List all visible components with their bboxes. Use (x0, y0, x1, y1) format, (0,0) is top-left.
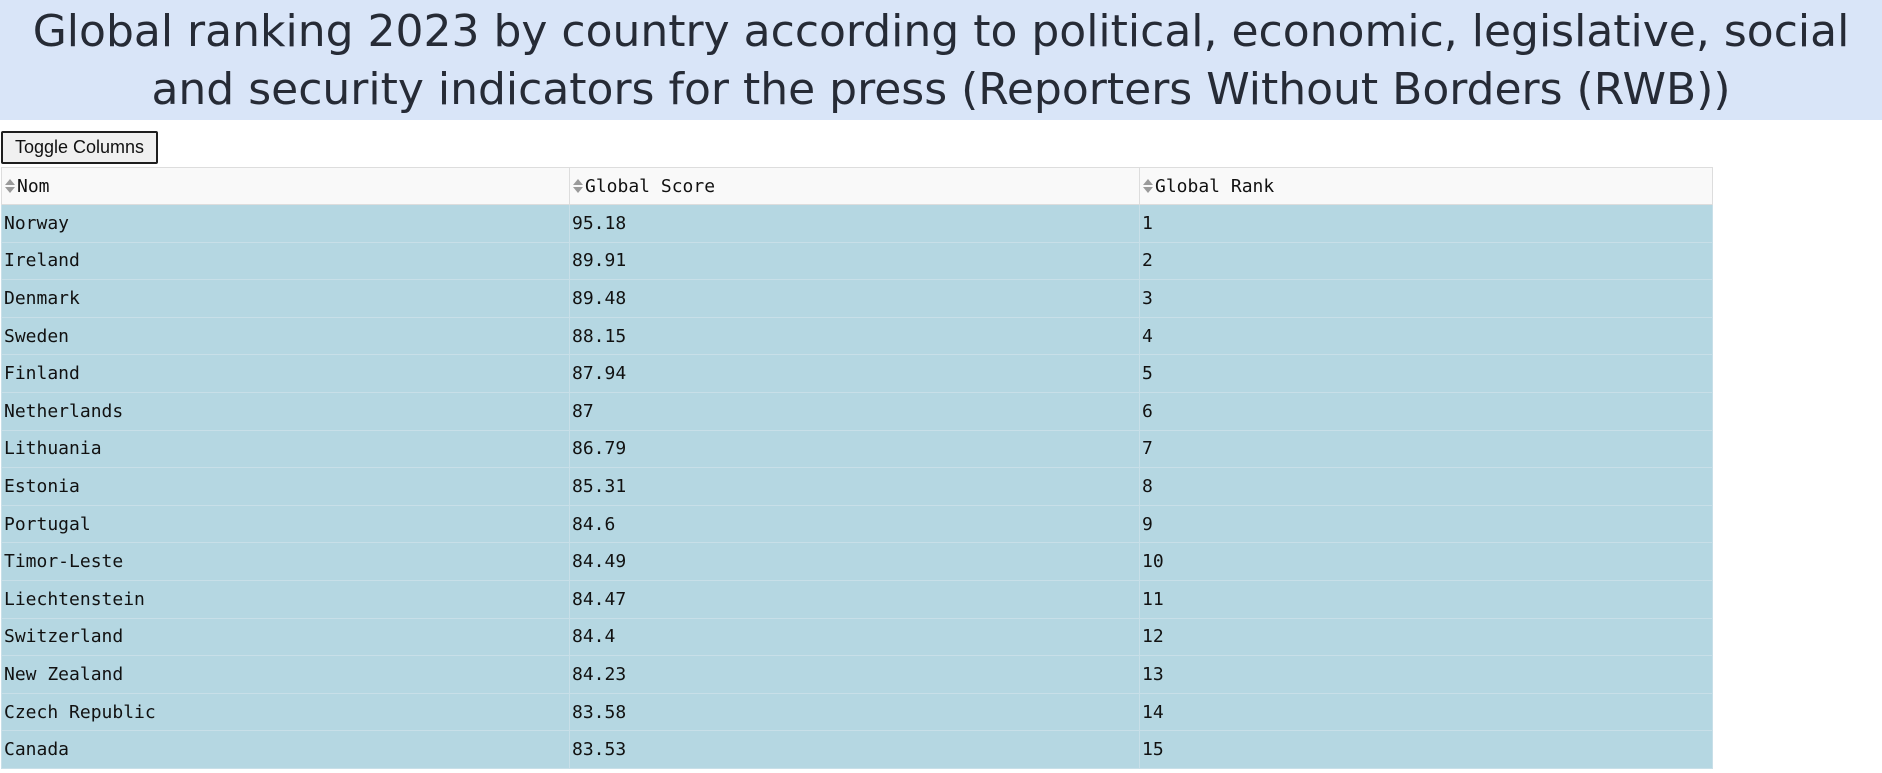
cell-global-score: 85.31 (569, 467, 1140, 506)
cell-nom: Estonia (1, 467, 570, 506)
column-header-global-rank[interactable]: Global Rank (1139, 167, 1713, 205)
cell-global-rank: 11 (1139, 579, 1713, 619)
cell-global-score: 84.23 (569, 655, 1140, 694)
cell-nom: Finland (1, 354, 570, 393)
toolbar: Toggle Columns (0, 120, 1882, 166)
table-row: Czech Republic 83.58 14 (1, 692, 1713, 732)
cell-nom: Timor-Leste (1, 542, 570, 581)
table-row: Lithuania 86.79 7 (1, 429, 1713, 469)
cell-global-rank: 12 (1139, 617, 1713, 657)
cell-nom: Czech Republic (1, 692, 570, 732)
cell-global-rank: 2 (1139, 241, 1713, 281)
cell-global-rank: 13 (1139, 655, 1713, 694)
sort-icon[interactable] (4, 178, 16, 194)
page-title-line-2: and security indicators for the press (R… (151, 64, 1731, 115)
toggle-columns-button[interactable]: Toggle Columns (1, 131, 158, 164)
table-row: Timor-Leste 84.49 10 (1, 542, 1713, 581)
cell-nom: Switzerland (1, 617, 570, 657)
cell-global-rank: 5 (1139, 354, 1713, 393)
cell-global-score: 84.6 (569, 504, 1140, 544)
cell-global-score: 83.58 (569, 692, 1140, 732)
cell-global-score: 86.79 (569, 429, 1140, 469)
table-row: Finland 87.94 5 (1, 354, 1713, 393)
table-row: Ireland 89.91 2 (1, 241, 1713, 281)
table-header-row: Nom Global Score Global Rank (1, 167, 1713, 205)
ranking-table: Nom Global Score Global Rank Norway 95.1… (1, 167, 1713, 769)
table-row: Switzerland 84.4 12 (1, 617, 1713, 657)
column-header-label: Global Score (585, 175, 716, 197)
table-row: Liechtenstein 84.47 11 (1, 579, 1713, 619)
table-row: Denmark 89.48 3 (1, 279, 1713, 318)
cell-global-rank: 1 (1139, 204, 1713, 243)
table-row: Norway 95.18 1 (1, 204, 1713, 243)
cell-global-score: 83.53 (569, 730, 1140, 769)
cell-nom: Denmark (1, 279, 570, 318)
cell-global-score: 87 (569, 391, 1140, 431)
cell-nom: Netherlands (1, 391, 570, 431)
cell-global-score: 87.94 (569, 354, 1140, 393)
cell-global-score: 84.47 (569, 579, 1140, 619)
sort-icon[interactable] (1142, 178, 1154, 194)
cell-global-rank: 4 (1139, 316, 1713, 356)
cell-global-rank: 7 (1139, 429, 1713, 469)
sort-icon[interactable] (572, 178, 584, 194)
cell-nom: Liechtenstein (1, 579, 570, 619)
page-title: Global ranking 2023 by country according… (0, 0, 1882, 120)
cell-global-score: 84.4 (569, 617, 1140, 657)
cell-global-score: 89.48 (569, 279, 1140, 318)
table-row: Canada 83.53 15 (1, 730, 1713, 769)
cell-global-rank: 10 (1139, 542, 1713, 581)
cell-global-score: 95.18 (569, 204, 1140, 243)
page-title-line-1: Global ranking 2023 by country according… (32, 6, 1850, 57)
cell-nom: New Zealand (1, 655, 570, 694)
cell-nom: Norway (1, 204, 570, 243)
table-row: Estonia 85.31 8 (1, 467, 1713, 506)
cell-global-score: 89.91 (569, 241, 1140, 281)
cell-nom: Canada (1, 730, 570, 769)
column-header-global-score[interactable]: Global Score (569, 167, 1140, 205)
cell-nom: Portugal (1, 504, 570, 544)
cell-global-rank: 8 (1139, 467, 1713, 506)
column-header-nom[interactable]: Nom (1, 167, 570, 205)
column-header-label: Nom (17, 175, 50, 197)
cell-global-score: 88.15 (569, 316, 1140, 356)
cell-global-score: 84.49 (569, 542, 1140, 581)
table-row: Netherlands 87 6 (1, 391, 1713, 431)
cell-nom: Lithuania (1, 429, 570, 469)
cell-global-rank: 15 (1139, 730, 1713, 769)
table-row: Portugal 84.6 9 (1, 504, 1713, 544)
table-row: New Zealand 84.23 13 (1, 655, 1713, 694)
cell-global-rank: 14 (1139, 692, 1713, 732)
cell-nom: Sweden (1, 316, 570, 356)
cell-global-rank: 3 (1139, 279, 1713, 318)
cell-nom: Ireland (1, 241, 570, 281)
column-header-label: Global Rank (1155, 175, 1275, 197)
table-body: Norway 95.18 1 Ireland 89.91 2 Denmark 8… (1, 204, 1713, 769)
cell-global-rank: 9 (1139, 504, 1713, 544)
table-row: Sweden 88.15 4 (1, 316, 1713, 356)
cell-global-rank: 6 (1139, 391, 1713, 431)
